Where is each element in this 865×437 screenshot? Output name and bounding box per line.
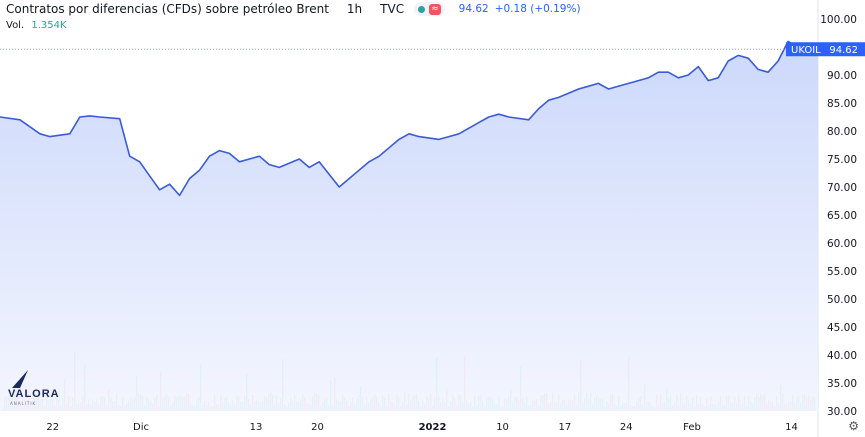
instrument-title: Contratos por diferencias (CFDs) sobre p…	[6, 2, 329, 16]
y-tick-label: 85.00	[827, 98, 857, 110]
y-tick-label: 60.00	[827, 238, 857, 250]
volume-value: 1.354K	[31, 20, 67, 31]
current-price-label: 94.62	[829, 45, 858, 56]
price-label: UKOIL 94.62	[786, 42, 865, 57]
y-tick-label: 50.00	[827, 294, 857, 306]
valora-logo: VALORA ANALITIK	[8, 370, 68, 410]
volume-legend: Vol. 1.354K	[6, 20, 67, 31]
separator-dot	[368, 6, 374, 12]
y-tick-label: 75.00	[827, 154, 857, 166]
last-price: 94.62	[458, 3, 489, 15]
logo-tagline: ANALITIK	[10, 401, 37, 406]
y-tick-label: 70.00	[827, 182, 857, 194]
y-tick-label: 90.00	[827, 70, 857, 82]
chart-header: Contratos por diferencias (CFDs) sobre p…	[6, 0, 581, 18]
y-tick-label: 40.00	[827, 350, 857, 362]
y-tick-label: 65.00	[827, 210, 857, 222]
logo-mark-icon	[12, 370, 28, 388]
status-pill[interactable]: ≈	[414, 2, 445, 16]
y-tick-label: 100.00	[820, 14, 857, 26]
x-tick-label: 20	[311, 422, 324, 433]
market-open-icon	[418, 5, 426, 13]
y-tick-label: 55.00	[827, 266, 857, 278]
price-line	[0, 40, 819, 197]
x-tick-label: 13	[250, 422, 263, 433]
price-change: +0.18 (+0.19%)	[494, 3, 581, 15]
x-tick-label: Dic	[133, 422, 149, 433]
symbol-label: UKOIL	[791, 45, 821, 56]
x-tick-label: 22	[46, 422, 59, 433]
y-tick-label: 80.00	[827, 126, 857, 138]
price-label-box	[786, 42, 865, 57]
x-tick-label: 2022	[419, 422, 447, 433]
interval-label[interactable]: 1h	[346, 2, 363, 16]
approx-icon: ≈	[429, 3, 441, 15]
y-tick-label: 30.00	[827, 406, 857, 418]
x-tick-label: Feb	[683, 422, 701, 433]
x-tick-label: 10	[496, 422, 509, 433]
volume-label: Vol.	[6, 20, 25, 31]
y-tick-label: 35.00	[827, 378, 857, 390]
gear-icon[interactable]: ⚙	[848, 419, 859, 433]
x-tick-label: 24	[620, 422, 633, 433]
separator-dot	[335, 6, 341, 12]
price-area	[0, 41, 818, 412]
source-label: TVC	[380, 2, 405, 16]
y-tick-label: 45.00	[827, 322, 857, 334]
logo-name: VALORA	[8, 388, 60, 400]
x-tick-label: 17	[558, 422, 571, 433]
x-tick-label: 14	[785, 422, 798, 433]
